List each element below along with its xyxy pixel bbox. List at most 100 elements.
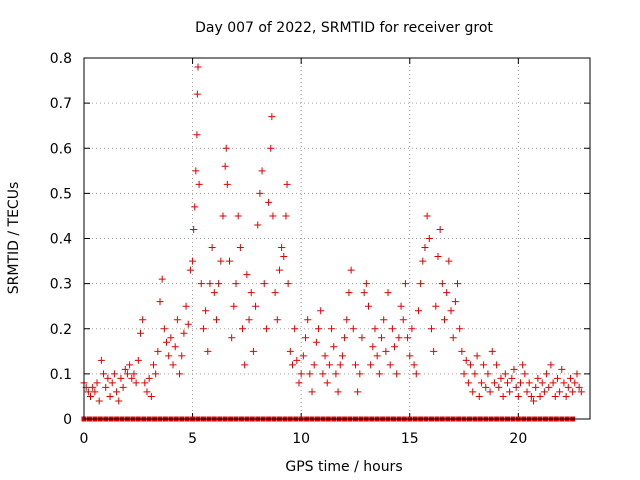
plot-frame bbox=[83, 57, 591, 420]
data-point bbox=[338, 352, 346, 360]
data-point bbox=[152, 370, 160, 378]
data-point bbox=[132, 379, 140, 387]
data-point bbox=[197, 280, 205, 288]
data-point bbox=[143, 388, 151, 396]
data-point bbox=[534, 374, 542, 382]
data-point bbox=[430, 347, 438, 355]
data-point bbox=[184, 320, 192, 328]
data-point bbox=[234, 212, 242, 220]
data-point bbox=[417, 280, 425, 288]
data-point bbox=[488, 347, 496, 355]
data-point bbox=[449, 334, 457, 342]
data-points bbox=[80, 63, 585, 422]
data-point bbox=[288, 361, 296, 369]
data-point bbox=[523, 388, 531, 396]
data-point bbox=[123, 370, 131, 378]
data-point bbox=[249, 347, 257, 355]
data-point bbox=[399, 316, 407, 324]
data-point bbox=[317, 307, 325, 315]
data-point bbox=[553, 374, 561, 382]
data-point bbox=[503, 379, 511, 387]
data-point bbox=[299, 352, 307, 360]
data-point bbox=[401, 280, 409, 288]
data-point bbox=[323, 379, 331, 387]
data-point bbox=[258, 167, 266, 175]
data-point bbox=[156, 298, 164, 306]
data-point bbox=[306, 370, 314, 378]
data-point bbox=[271, 289, 279, 297]
data-point bbox=[330, 343, 338, 351]
data-point bbox=[230, 302, 238, 310]
data-point bbox=[477, 379, 485, 387]
data-point bbox=[275, 266, 283, 274]
data-point bbox=[517, 379, 525, 387]
data-point bbox=[134, 356, 142, 364]
y-axis-label: SRMTID / TECUs bbox=[6, 182, 22, 295]
data-point bbox=[221, 162, 229, 170]
data-point bbox=[178, 352, 186, 360]
data-point bbox=[328, 325, 336, 333]
data-point bbox=[136, 329, 144, 337]
y-tick-label: 0.4 bbox=[50, 232, 72, 248]
data-point bbox=[280, 253, 288, 261]
data-point bbox=[269, 212, 277, 220]
data-point bbox=[193, 90, 201, 98]
data-point bbox=[525, 379, 533, 387]
data-point bbox=[208, 244, 216, 252]
data-point bbox=[378, 334, 386, 342]
data-point bbox=[360, 289, 368, 297]
y-tick-label: 0.3 bbox=[50, 277, 72, 293]
data-point bbox=[304, 316, 312, 324]
chart-title: Day 007 of 2022, SRMTID for receiver gro… bbox=[195, 20, 493, 36]
data-point bbox=[499, 392, 507, 400]
data-point bbox=[341, 334, 349, 342]
data-point bbox=[160, 325, 168, 333]
data-point bbox=[217, 257, 225, 265]
data-point bbox=[194, 63, 202, 71]
x-axis-label: GPS time / hours bbox=[285, 459, 402, 475]
data-point bbox=[302, 334, 310, 342]
data-point bbox=[243, 271, 251, 279]
data-point bbox=[239, 325, 247, 333]
x-tick-label: 10 bbox=[292, 431, 310, 447]
data-point bbox=[176, 370, 184, 378]
data-point bbox=[236, 244, 244, 252]
data-point bbox=[206, 280, 214, 288]
data-point bbox=[173, 316, 181, 324]
data-point bbox=[347, 266, 355, 274]
axis-ticks: 0 0.1 0.2 0.3 0.4 0.5 0.6 0.7 0.8 0 5 10 15 20 bbox=[50, 51, 590, 447]
data-point bbox=[343, 316, 351, 324]
data-point bbox=[278, 244, 286, 252]
data-point bbox=[212, 316, 220, 324]
data-point bbox=[169, 361, 177, 369]
data-point bbox=[191, 203, 199, 211]
data-point bbox=[265, 198, 273, 206]
data-point bbox=[460, 370, 468, 378]
data-point bbox=[432, 302, 440, 310]
data-point bbox=[245, 316, 253, 324]
data-point bbox=[319, 370, 327, 378]
x-tick-label: 5 bbox=[188, 431, 197, 447]
data-point bbox=[462, 356, 470, 364]
data-point bbox=[373, 352, 381, 360]
data-point bbox=[195, 180, 203, 188]
data-point bbox=[154, 347, 162, 355]
data-point bbox=[128, 374, 136, 382]
y-tick-label: 0 bbox=[63, 412, 72, 428]
data-point bbox=[336, 361, 344, 369]
data-point bbox=[215, 280, 223, 288]
data-point bbox=[182, 302, 190, 310]
data-point bbox=[356, 370, 364, 378]
data-point bbox=[464, 379, 472, 387]
data-point bbox=[291, 325, 299, 333]
data-point bbox=[358, 334, 366, 342]
data-point bbox=[312, 338, 320, 346]
data-point bbox=[295, 379, 303, 387]
data-point bbox=[480, 361, 488, 369]
data-point bbox=[445, 257, 453, 265]
data-point bbox=[145, 374, 153, 382]
data-point bbox=[447, 307, 455, 315]
data-point bbox=[283, 180, 291, 188]
data-point bbox=[147, 392, 155, 400]
